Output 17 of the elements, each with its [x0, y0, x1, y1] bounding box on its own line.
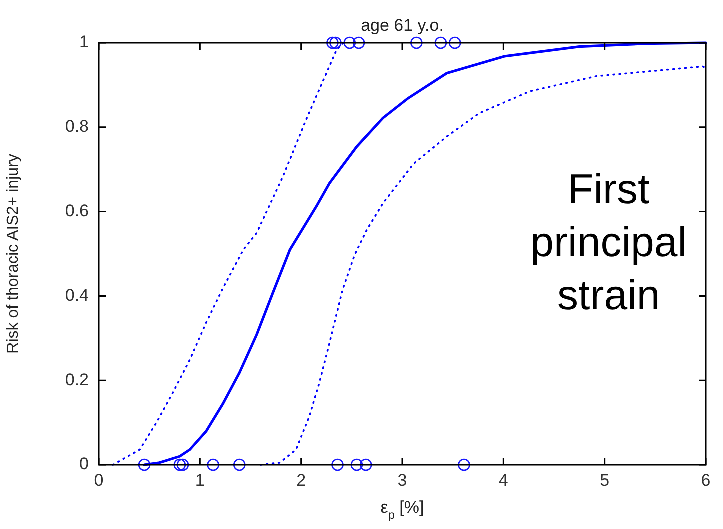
y-tick-label: 0.6 [65, 201, 89, 220]
y-tick-label: 1 [80, 32, 89, 52]
annotation: First principal strain [530, 165, 688, 318]
x-tick-label: 6 [701, 470, 711, 490]
x-tick-label: 5 [600, 470, 610, 490]
x-tick-label: 3 [398, 470, 408, 490]
y-tick-label: 0 [80, 454, 89, 474]
chart-title: age 61 y.o. [361, 16, 444, 35]
y-axis-title: Risk of thoracic AIS2+ injury [5, 154, 22, 354]
x-tick-label: 1 [195, 470, 205, 490]
line-series [260, 66, 707, 466]
x-tick-label: 4 [498, 470, 508, 490]
y-tick-label: 0.2 [65, 370, 89, 390]
y-tick-label: 0.8 [65, 117, 89, 136]
x-tick-label: 2 [296, 470, 306, 490]
y-tick-label: 0.4 [65, 286, 89, 305]
x-tick-label: 0 [94, 470, 104, 490]
